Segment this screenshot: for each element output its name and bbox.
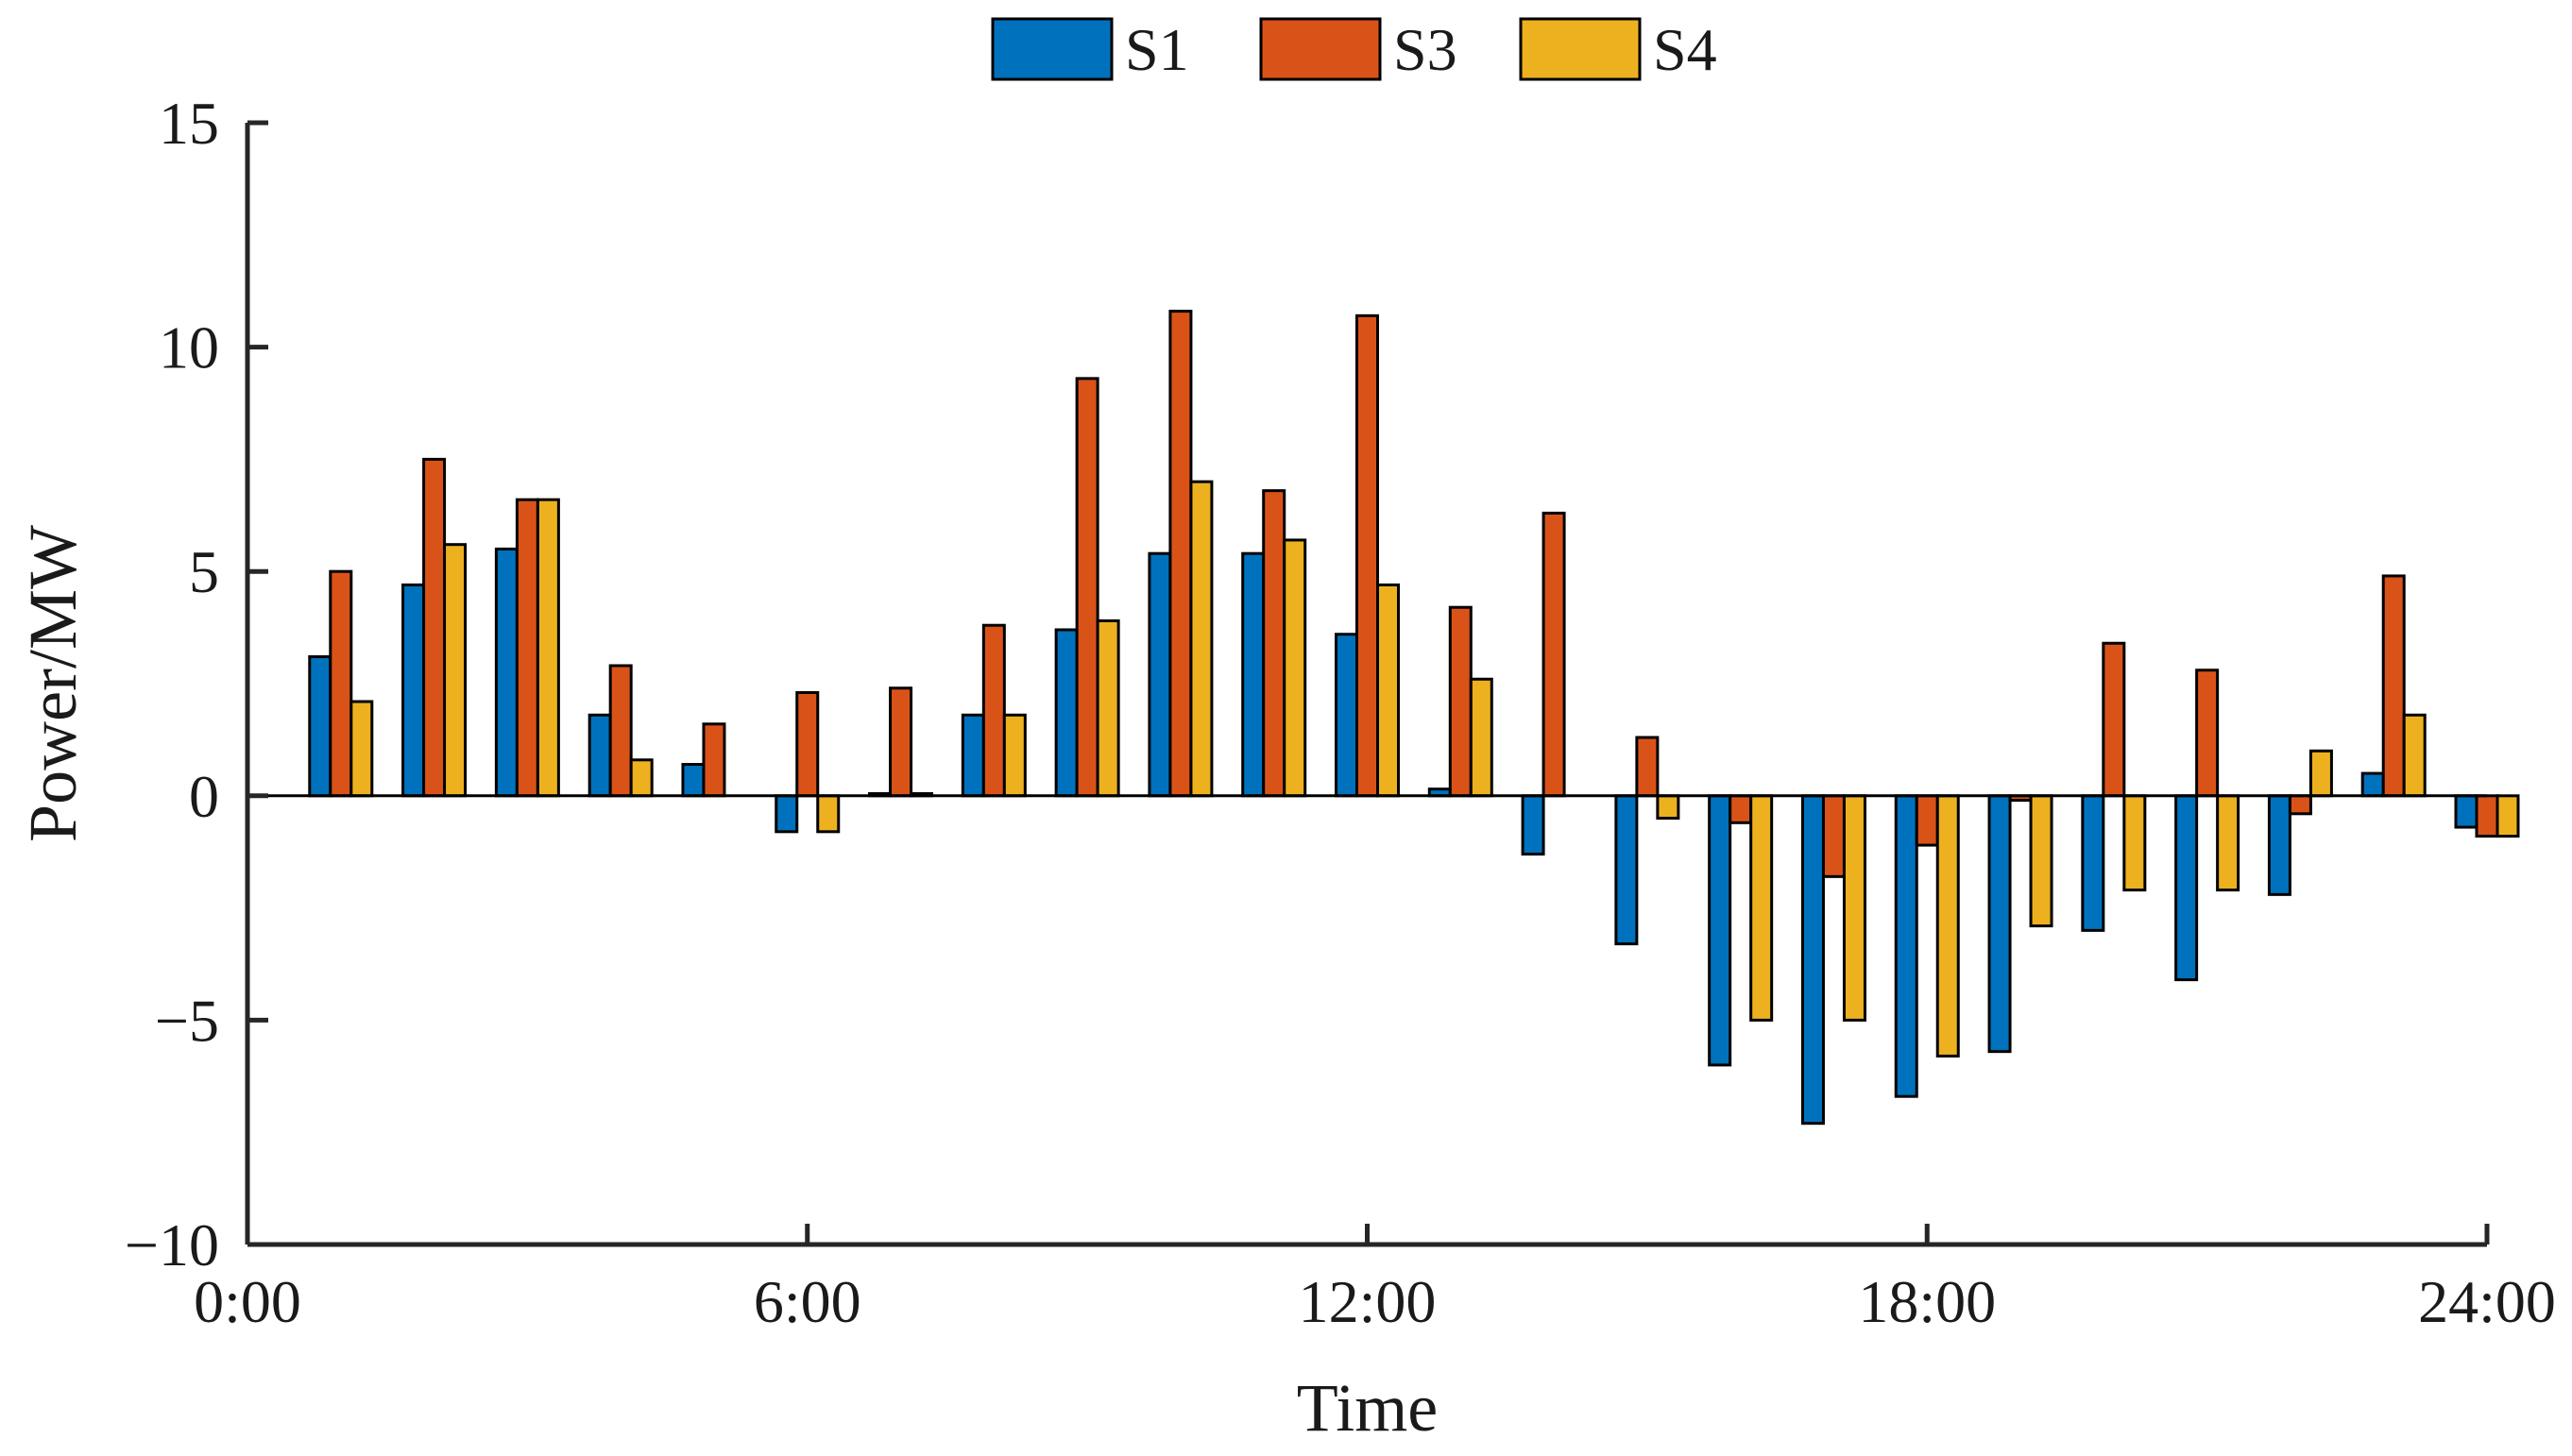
y-tick-label: 0 [189,763,219,830]
bar-s3-2 [422,457,447,798]
bar-s3-17 [1821,794,1846,878]
x-axis-label: Time [1297,1370,1438,1446]
x-tick-label: 18:00 [1858,1268,1996,1335]
bar-s1-16 [1708,794,1732,1067]
bar-s4-18 [1935,794,1960,1058]
bar-s4-10 [1189,480,1214,798]
bar-s4-4 [629,758,654,798]
bar-s1-12 [1335,633,1358,798]
bar-s3-21 [2195,669,2220,798]
bar-s1-6 [775,794,799,834]
bar-s1-1 [308,654,332,798]
bar-s1-23 [2360,771,2385,798]
y-tick-label: 5 [189,538,219,605]
y-axis-label: Power/MW [15,525,91,842]
bar-s1-15 [1614,794,1639,946]
bar-s4-1 [349,700,374,798]
bar-s1-3 [494,547,519,798]
legend-label-s4: S4 [1653,16,1717,83]
bar-s4-24 [2495,794,2520,838]
bar-s1-8 [961,713,985,798]
bar-s3-18 [1915,794,1939,847]
bar-s1-20 [2081,794,2105,932]
bar-s1-22 [2267,794,2291,896]
bar-s3-24 [2475,794,2499,838]
bar-s3-10 [1168,310,1193,798]
bar-s3-12 [1355,313,1379,798]
bar-s1-2 [401,583,426,798]
bar-s1-17 [1800,794,1825,1126]
bar-s3-16 [1729,794,1753,824]
y-tick-label: −10 [125,1211,219,1278]
bar-s4-19 [2029,794,2053,928]
bar-s4-6 [816,794,841,834]
x-tick-label: 0:00 [194,1268,301,1335]
bar-s4-17 [1842,794,1866,1022]
bar-s4-22 [2308,749,2333,798]
bar-s3-11 [1262,489,1286,798]
y-tick-label: −5 [155,987,219,1054]
legend-swatch-s3 [1259,17,1382,81]
bar-s3-22 [2288,794,2312,816]
bar-s4-15 [1656,794,1680,821]
bar-s3-20 [2102,641,2126,798]
y-tick-label: 10 [159,314,219,381]
bar-s1-21 [2174,794,2199,982]
bar-s3-1 [329,569,353,798]
x-tick-label: 6:00 [754,1268,861,1335]
bar-s4-3 [536,498,560,798]
bar-s3-7 [889,686,913,798]
bar-s4-9 [1096,618,1120,798]
bar-s1-19 [1987,794,2012,1054]
bar-s4-16 [1749,794,1774,1022]
bar-s4-23 [2402,713,2427,798]
bar-s3-4 [608,664,633,798]
bar-s1-9 [1054,628,1079,798]
bar-s3-9 [1075,377,1099,798]
legend-label-s1: S1 [1125,16,1189,83]
bar-s1-14 [1521,794,1545,856]
bar-s4-2 [443,543,468,798]
bar-s1-10 [1148,551,1172,798]
bar-s4-21 [2216,794,2240,892]
bar-s3-15 [1635,736,1660,798]
bar-s4-8 [1002,713,1027,798]
bar-s3-6 [795,691,820,798]
bar-s1-11 [1241,551,1266,798]
bar-s1-18 [1894,794,1918,1098]
bar-s1-5 [681,763,706,798]
y-tick-label: 15 [159,90,219,157]
x-tick-label: 12:00 [1299,1268,1437,1335]
bar-s3-13 [1448,605,1473,798]
bar-s4-12 [1376,583,1400,798]
bar-s4-13 [1469,677,1493,798]
x-tick-label: 24:00 [2418,1268,2556,1335]
bar-s1-24 [2454,794,2478,829]
bar-s4-11 [1283,538,1307,798]
legend-swatch-s1 [991,17,1114,81]
bar-s4-20 [2122,794,2147,892]
bar-s3-3 [515,498,539,798]
legend-swatch-s4 [1519,17,1642,81]
bar-s3-5 [702,722,726,798]
bar-s1-4 [588,713,612,798]
bar-s3-8 [981,623,1006,798]
bar-s3-14 [1541,511,1566,798]
legend-label-s3: S3 [1393,16,1457,83]
bar-s3-23 [2381,574,2406,798]
